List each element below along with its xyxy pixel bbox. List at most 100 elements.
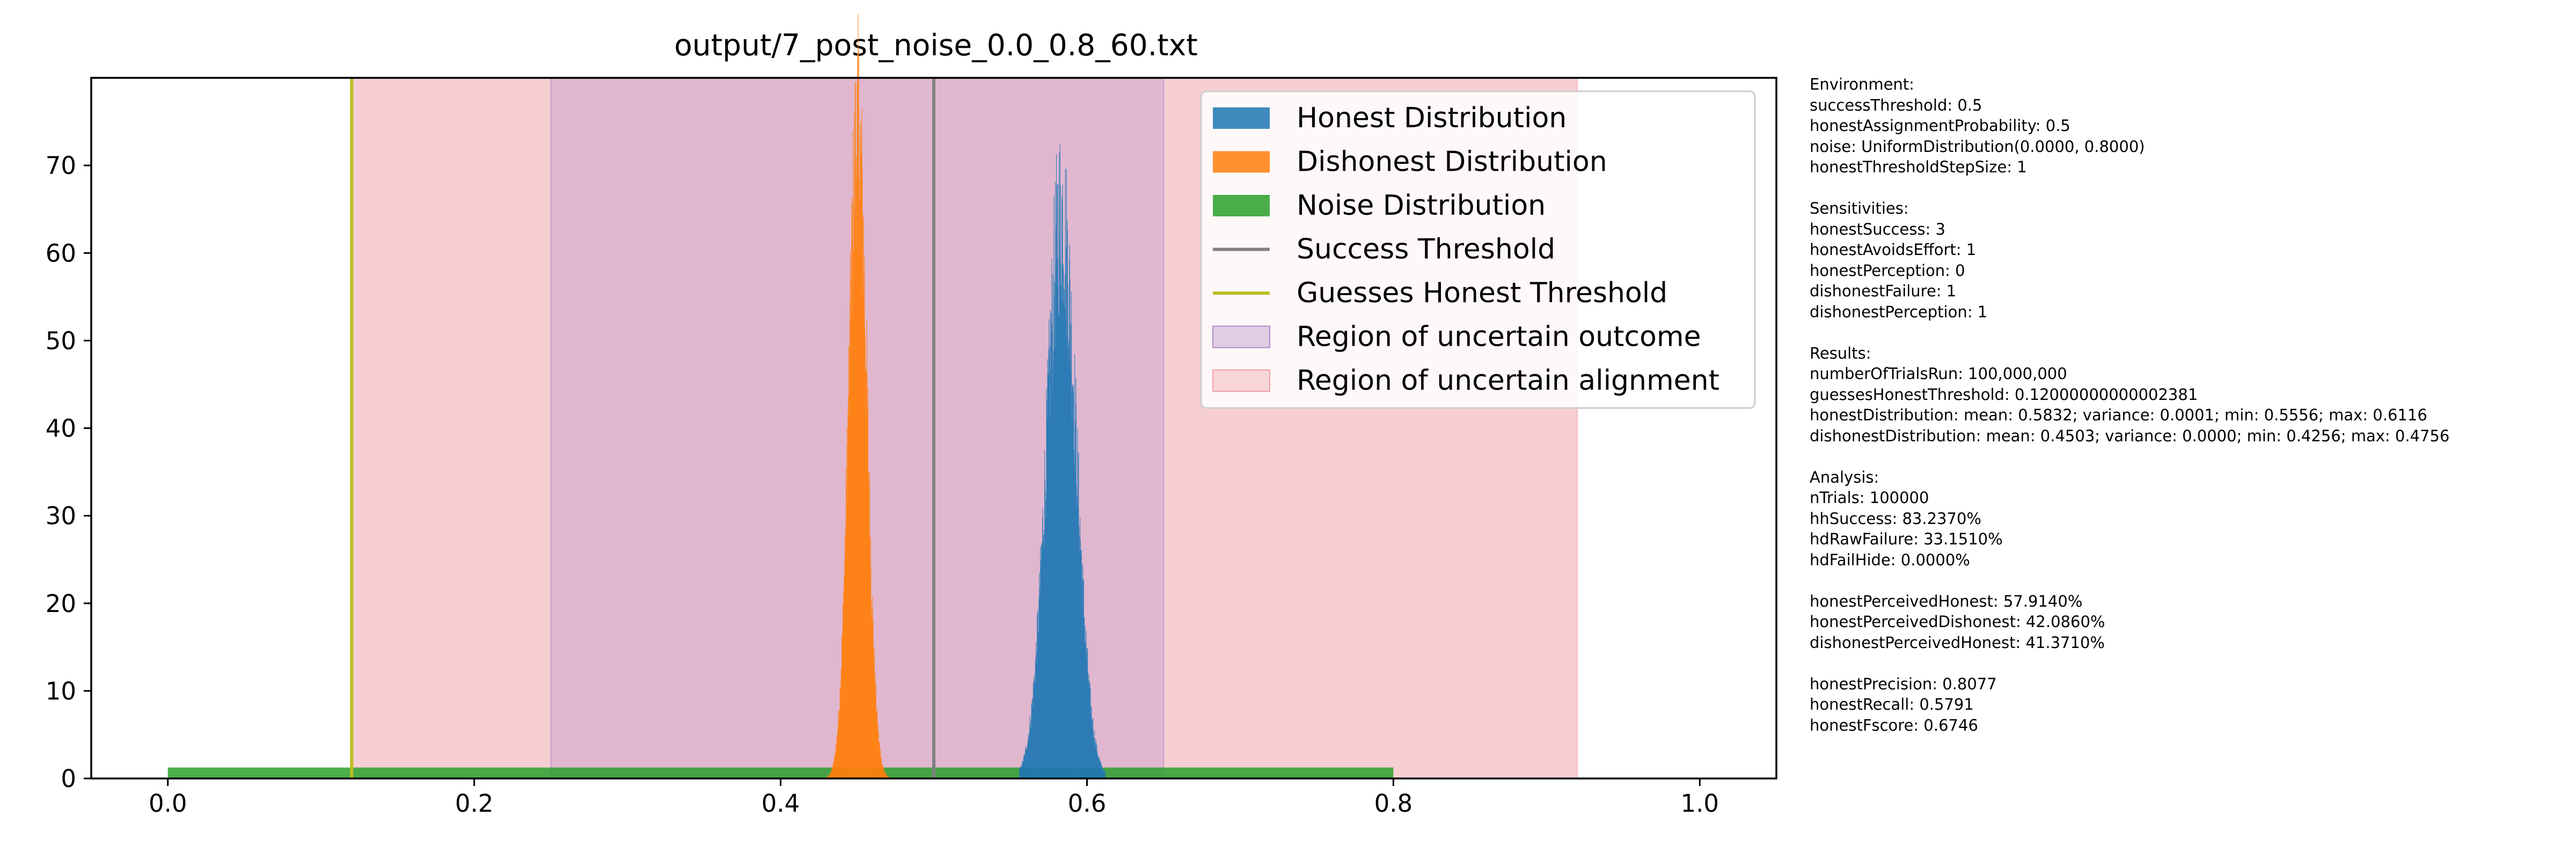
honest-distribution-bar <box>1103 771 1104 778</box>
info-line: successThreshold: 0.5 <box>1810 96 1982 114</box>
honest-distribution-bar <box>1049 346 1050 778</box>
honest-distribution-bar <box>1033 682 1034 778</box>
honest-distribution-bar <box>1077 497 1078 778</box>
honest-distribution-bar <box>1096 751 1097 778</box>
y-tick-label: 60 <box>46 239 76 267</box>
honest-distribution-bar <box>1095 746 1096 778</box>
honest-distribution-bar <box>1043 534 1044 778</box>
legend-swatch <box>1212 369 1270 392</box>
honest-distribution-bar <box>1023 755 1024 778</box>
honest-distribution-bar <box>1022 761 1023 778</box>
y-tick-label: 30 <box>46 502 76 530</box>
info-block: honestPrecision: 0.8077 honestRecall: 0.5… <box>1810 674 2561 736</box>
honest-distribution-bar <box>1040 546 1041 778</box>
honest-distribution-bar <box>1051 332 1052 778</box>
honest-distribution-bar <box>1034 681 1035 778</box>
info-line: nTrials: 100000 <box>1810 489 1929 507</box>
threshold-lines <box>350 78 935 778</box>
honest-distribution-bar <box>1050 310 1051 778</box>
honest-distribution-bar <box>1025 749 1026 778</box>
honest-distribution-bar <box>1063 264 1064 779</box>
y-axis: 0 10 20 30 40 50 60 70 <box>46 151 91 793</box>
honest-distribution-bar <box>1090 688 1091 778</box>
info-block: Results: numberOfTrialsRun: 100,000,000 gu… <box>1810 343 2561 447</box>
honest-distribution-bar <box>1021 767 1022 778</box>
honest-distribution-bar <box>1029 724 1030 778</box>
honest-distribution-bar <box>1063 269 1064 778</box>
honest-distribution-bar <box>1062 202 1063 778</box>
honest-distribution-bar <box>1035 657 1036 778</box>
honest-distribution-bar <box>1038 596 1040 778</box>
honest-distribution-bar <box>1070 360 1071 778</box>
honest-distribution-bar <box>1028 734 1029 778</box>
info-line: guessesHonestThreshold: 0.12000000000002… <box>1810 385 2198 404</box>
honest-distribution-bar <box>1078 506 1079 778</box>
honest-distribution-bar <box>1060 285 1062 778</box>
honest-distribution-bar <box>1081 565 1082 778</box>
honest-distribution-bar <box>1051 258 1052 779</box>
honest-distribution-bar <box>1102 768 1103 778</box>
honest-distribution-bar <box>1053 196 1055 778</box>
honest-distribution-bar <box>1046 400 1048 778</box>
y-tick-label: 20 <box>46 589 76 618</box>
honest-distribution-bar <box>1022 763 1023 778</box>
info-line: honestPerceivedDishonest: 42.0860% <box>1810 613 2105 631</box>
honest-distribution-bar <box>1079 536 1080 778</box>
honest-distribution-bar <box>1019 768 1020 778</box>
honest-distribution-bar <box>1080 539 1081 778</box>
honest-distribution-bar <box>1097 758 1099 778</box>
info-line: hdRawFailure: 33.1510% <box>1810 530 2003 548</box>
honest-distribution-bar <box>1071 292 1072 778</box>
legend-label: Noise Distribution <box>1297 190 1546 222</box>
honest-distribution-bar <box>1023 756 1024 778</box>
honest-distribution-bar <box>1046 418 1048 778</box>
legend: Honest Distribution Dishonest Distributio… <box>1200 90 1756 409</box>
chart-title: output/7_post_noise_0.0_0.8_60.txt <box>674 28 1198 62</box>
honest-distribution-bar <box>1036 665 1037 778</box>
honest-distribution-bar <box>1065 316 1066 778</box>
honest-distribution-bar <box>1035 660 1036 778</box>
info-line: honestFscore: 0.6746 <box>1810 716 1978 734</box>
info-line: hhSuccess: 83.2370% <box>1810 509 1981 528</box>
honest-distribution-bar <box>1092 719 1093 778</box>
honest-distribution-bar <box>1055 181 1056 778</box>
honest-distribution-bar <box>1092 729 1093 778</box>
legend-box <box>1200 90 1756 409</box>
info-line: honestPerception: 0 <box>1810 261 1965 280</box>
honest-distribution-bar <box>1034 674 1035 778</box>
honest-distribution-bar <box>1069 258 1070 779</box>
x-tick-label: 0.4 <box>762 789 800 818</box>
honest-distribution-bar <box>1024 756 1026 778</box>
honest-distribution-bar <box>1057 258 1058 778</box>
info-line: honestAssignmentProbability: 0.5 <box>1810 117 2070 135</box>
honest-distribution-bar <box>1082 578 1083 778</box>
legend-swatch <box>1213 195 1270 216</box>
legend-label: Dishonest Distribution <box>1297 146 1607 178</box>
x-tick-label: 0.2 <box>455 789 494 818</box>
honest-distribution-bar <box>1081 549 1082 778</box>
honest-distribution-bar <box>1062 184 1063 778</box>
honest-distribution-bar <box>1019 769 1020 778</box>
honest-distribution-bar <box>1066 337 1067 778</box>
honest-distribution-bar <box>1067 230 1068 778</box>
honest-distribution-bar <box>1031 707 1033 778</box>
info-line: honestDistribution: mean: 0.5832; varian… <box>1810 406 2427 424</box>
honest-distribution-bar <box>1096 745 1097 778</box>
y-tick-label: 50 <box>46 326 76 355</box>
info-line: Analysis: <box>1810 468 1879 486</box>
histogram-bars <box>167 14 1394 779</box>
honest-distribution-bar <box>1048 374 1049 778</box>
info-block: Environment: successThreshold: 0.5 honestA… <box>1810 74 2561 178</box>
honest-distribution-bar <box>1073 392 1074 778</box>
info-line: honestPerceivedHonest: 57.9140% <box>1810 592 2083 610</box>
honest-distribution-bar <box>1047 359 1048 778</box>
honest-distribution-bar <box>1026 750 1027 778</box>
honest-distribution-bar <box>1084 617 1085 778</box>
honest-distribution-bar <box>1094 742 1095 778</box>
info-line: honestThresholdStepSize: 1 <box>1810 158 2027 176</box>
honest-distribution-bar <box>1075 404 1077 778</box>
honest-distribution-bar <box>1058 313 1059 778</box>
info-line: Results: <box>1810 344 1871 362</box>
info-line: dishonestPerception: 1 <box>1810 302 1988 321</box>
info-line: honestPrecision: 0.8077 <box>1810 674 1997 693</box>
